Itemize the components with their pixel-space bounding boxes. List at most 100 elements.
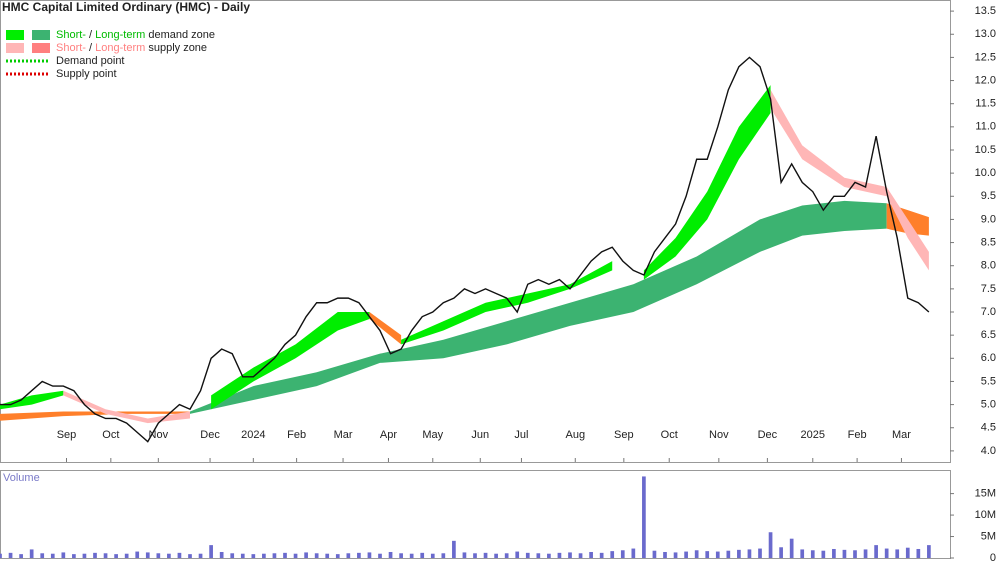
x-tick-label: Feb bbox=[287, 429, 306, 441]
volume-bar bbox=[388, 551, 393, 558]
volume-bar bbox=[821, 550, 826, 558]
volume-bar bbox=[124, 553, 129, 558]
x-tick-label: Jul bbox=[514, 429, 528, 441]
y-tick-label: 4.0 bbox=[981, 445, 996, 457]
x-tick-label: Nov bbox=[709, 429, 729, 441]
x-tick-label: Jun bbox=[471, 429, 489, 441]
x-tick-label: Mar bbox=[334, 429, 353, 441]
volume-bar bbox=[768, 532, 773, 558]
volume-bar bbox=[536, 553, 541, 558]
volume-bar bbox=[715, 551, 720, 558]
legend-text: demand zone bbox=[145, 29, 215, 41]
volume-bar bbox=[230, 553, 235, 558]
volume-bar bbox=[589, 551, 593, 558]
volume-bar bbox=[863, 549, 868, 558]
legend-text: / bbox=[86, 29, 95, 41]
zone-band bbox=[0, 390, 64, 410]
volume-bar bbox=[916, 548, 921, 558]
panel-frame bbox=[0, 0, 951, 463]
volume-bar bbox=[705, 551, 710, 558]
volume-bar bbox=[652, 550, 657, 558]
volume-bar bbox=[135, 551, 140, 558]
volume-bar bbox=[367, 552, 372, 558]
volume-bar bbox=[473, 553, 477, 558]
legend-text: Short- bbox=[56, 42, 86, 54]
x-tick-label: Nov bbox=[149, 429, 169, 441]
volume-bar bbox=[167, 553, 171, 558]
y-tick-label: 15M bbox=[975, 488, 996, 500]
volume-bar bbox=[620, 550, 625, 558]
volume-bar bbox=[684, 551, 688, 558]
y-tick-label: 5M bbox=[981, 530, 996, 542]
volume-bar bbox=[832, 548, 836, 558]
y-tick-label: 5.0 bbox=[981, 399, 996, 411]
volume-bar bbox=[420, 552, 425, 558]
volume-bar bbox=[156, 553, 161, 558]
y-tick-label: 7.0 bbox=[981, 306, 996, 318]
y-tick-label: 11.5 bbox=[975, 98, 996, 110]
volume-bar bbox=[874, 545, 878, 558]
volume-bar bbox=[103, 553, 108, 558]
volume-bar bbox=[494, 553, 498, 558]
legend-label: Short- / Long-term supply zone bbox=[56, 42, 207, 54]
legend-swatch bbox=[32, 30, 50, 40]
x-tick-label: Oct bbox=[661, 429, 678, 441]
volume-bar bbox=[441, 553, 446, 558]
y-tick-label: 10.5 bbox=[975, 144, 996, 156]
volume-bar bbox=[694, 550, 699, 558]
price-line bbox=[0, 56, 930, 443]
volume-bar bbox=[251, 554, 256, 558]
x-tick-label: Dec bbox=[758, 429, 778, 441]
y-tick-label: 12.0 bbox=[975, 74, 996, 86]
y-tick-label: 10M bbox=[975, 509, 996, 521]
volume-bar bbox=[293, 553, 298, 558]
volume-bar bbox=[209, 545, 213, 558]
volume-bar bbox=[568, 552, 572, 558]
volume-bar bbox=[737, 549, 741, 558]
volume-bar bbox=[262, 553, 266, 558]
volume-bar bbox=[557, 552, 562, 558]
y-tick-label: 0 bbox=[990, 552, 996, 562]
legend-label: Short- / Long-term demand zone bbox=[56, 29, 215, 41]
volume-bar bbox=[188, 554, 192, 558]
y-tick-label: 10.0 bbox=[975, 167, 996, 179]
volume-bar bbox=[304, 552, 308, 558]
volume-bar bbox=[0, 553, 2, 558]
chart-title: HMC Capital Limited Ordinary (HMC) - Dai… bbox=[2, 0, 250, 14]
volume-bar bbox=[483, 552, 488, 558]
legend-label: Demand point bbox=[56, 55, 125, 67]
volume-bar bbox=[61, 552, 66, 558]
volume-bar bbox=[378, 553, 382, 558]
x-tick-label: Sep bbox=[57, 429, 77, 441]
volume-bar bbox=[462, 552, 467, 558]
volume-bar bbox=[177, 552, 182, 558]
volume-bar bbox=[346, 553, 351, 558]
x-tick-label: 2024 bbox=[241, 429, 265, 441]
x-tick-label: Sep bbox=[614, 429, 634, 441]
volume-bar bbox=[726, 550, 731, 558]
panel-frame bbox=[0, 470, 951, 559]
volume-bar bbox=[8, 552, 13, 558]
volume-bar bbox=[93, 552, 97, 558]
y-tick-label: 8.0 bbox=[981, 260, 996, 272]
volume-bar bbox=[927, 545, 931, 558]
volume-bar bbox=[314, 553, 319, 558]
x-tick-label: Mar bbox=[892, 429, 911, 441]
volume-bar bbox=[663, 551, 667, 558]
volume-bar bbox=[198, 553, 203, 558]
y-tick-label: 13.0 bbox=[975, 28, 996, 40]
legend-text: Short- bbox=[56, 29, 86, 41]
y-tick-label: 6.0 bbox=[981, 352, 996, 364]
volume-bar bbox=[905, 547, 910, 558]
volume-bar bbox=[578, 553, 583, 558]
legend-label: Supply point bbox=[56, 68, 117, 80]
volume-bar bbox=[409, 553, 414, 558]
legend-swatch bbox=[6, 43, 24, 53]
volume-bar bbox=[452, 540, 456, 558]
x-tick-label: May bbox=[422, 429, 443, 441]
legend-text: / bbox=[86, 42, 95, 54]
volume-bar bbox=[40, 553, 45, 558]
volume-bar bbox=[219, 551, 224, 558]
